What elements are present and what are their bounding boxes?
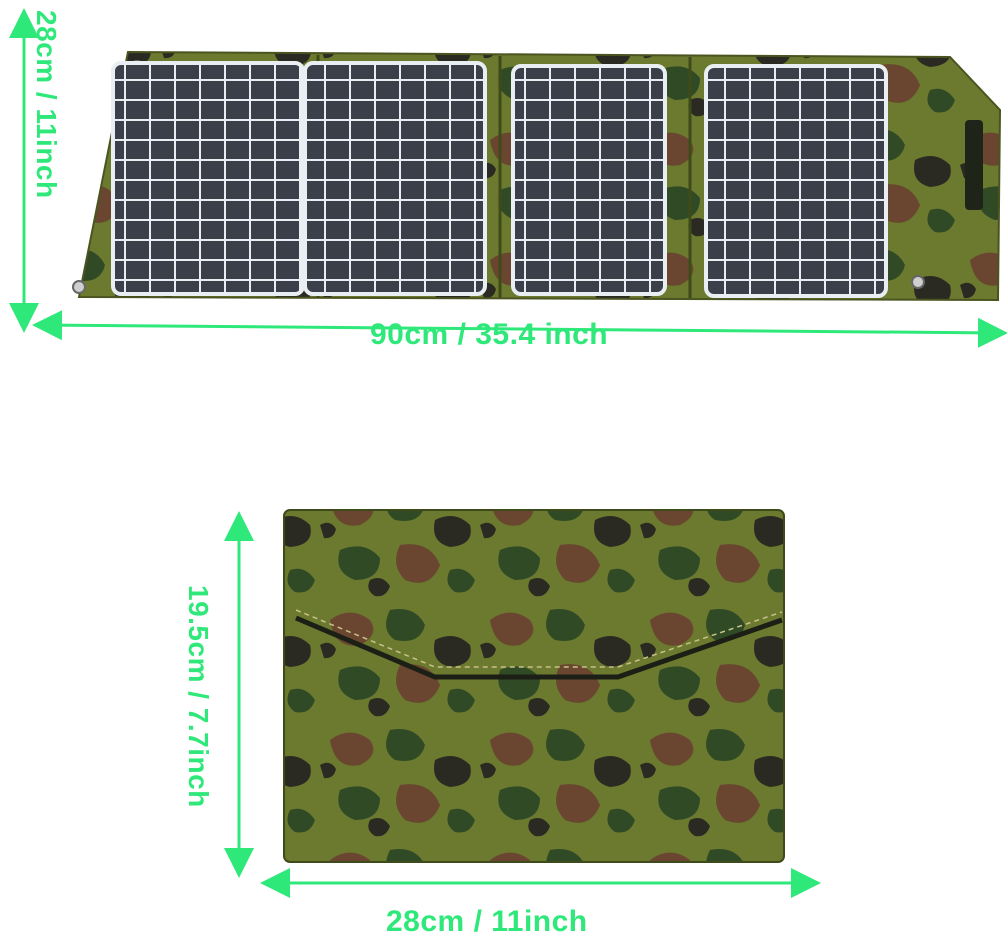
unfolded-width-label: 90cm / 35.4 inch [370, 318, 609, 351]
pouch-flap-stitch [295, 609, 783, 668]
folded-pouch [283, 509, 785, 863]
solar-cell [111, 61, 305, 296]
pouch-flap-edge [295, 615, 783, 680]
solar-cell [303, 61, 487, 296]
solar-cell [511, 64, 667, 296]
grommet-icon [72, 280, 86, 294]
top-width-arrow [32, 310, 1007, 348]
grommet-icon [911, 275, 925, 289]
unfolded-height-label: 28cm / 11inch [31, 10, 62, 199]
side-strap [965, 120, 983, 210]
folded-height-label: 19.5cm / 7.7inch [183, 585, 214, 808]
solar-cell [704, 64, 888, 298]
folded-width-label: 28cm / 11inch [386, 905, 588, 938]
